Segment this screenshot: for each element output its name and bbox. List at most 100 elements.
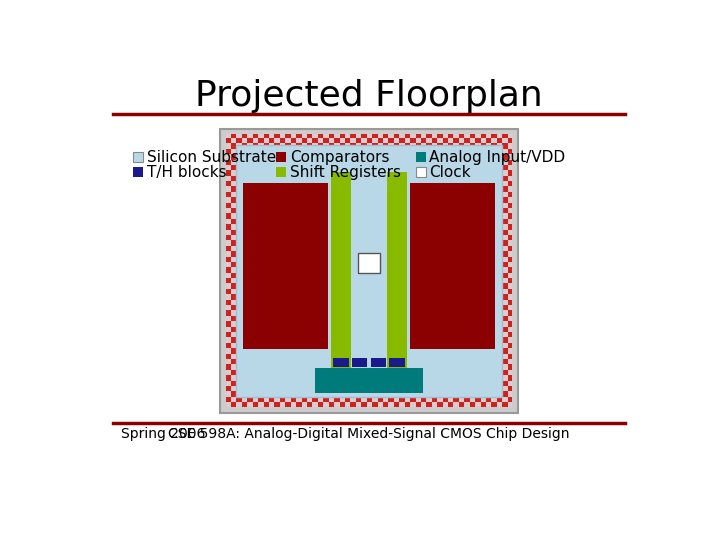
Bar bbox=[361, 332, 366, 338]
Bar bbox=[366, 262, 372, 267]
Bar bbox=[377, 294, 383, 300]
Bar bbox=[242, 321, 248, 327]
Bar bbox=[280, 197, 285, 202]
Bar bbox=[503, 159, 508, 165]
Bar bbox=[361, 213, 366, 219]
Bar bbox=[421, 348, 426, 354]
Bar bbox=[508, 262, 513, 267]
Bar bbox=[312, 208, 318, 213]
Bar bbox=[264, 138, 269, 143]
Bar bbox=[394, 181, 399, 186]
Bar bbox=[296, 343, 302, 348]
Bar bbox=[481, 364, 486, 370]
Bar bbox=[296, 159, 302, 165]
Bar bbox=[280, 370, 285, 375]
Bar bbox=[269, 262, 274, 267]
Bar bbox=[307, 148, 312, 154]
Bar bbox=[274, 181, 280, 186]
Bar bbox=[285, 343, 291, 348]
Bar bbox=[377, 134, 383, 138]
Bar bbox=[356, 230, 361, 235]
Bar bbox=[318, 397, 323, 402]
Bar bbox=[415, 148, 421, 154]
Bar bbox=[388, 240, 394, 246]
Bar bbox=[383, 343, 388, 348]
Bar bbox=[248, 273, 253, 278]
Bar bbox=[296, 332, 302, 338]
Bar bbox=[399, 284, 405, 289]
Bar bbox=[312, 327, 318, 332]
Bar bbox=[432, 176, 437, 181]
Bar bbox=[345, 305, 351, 310]
Bar bbox=[361, 148, 366, 154]
Bar bbox=[497, 370, 503, 375]
Bar bbox=[253, 181, 258, 186]
Bar bbox=[242, 159, 248, 165]
Bar bbox=[253, 170, 258, 176]
Bar bbox=[454, 284, 459, 289]
Bar bbox=[351, 300, 356, 305]
Bar bbox=[269, 370, 274, 375]
Bar bbox=[486, 154, 492, 159]
Bar bbox=[231, 354, 236, 359]
Bar bbox=[345, 230, 351, 235]
Bar bbox=[448, 202, 454, 208]
Bar bbox=[340, 181, 345, 186]
Bar bbox=[377, 197, 383, 202]
Bar bbox=[264, 386, 269, 391]
Bar bbox=[399, 359, 405, 364]
Bar bbox=[372, 202, 377, 208]
Bar bbox=[225, 240, 231, 246]
Bar bbox=[421, 176, 426, 181]
Bar bbox=[415, 289, 421, 294]
Bar bbox=[497, 251, 503, 256]
Bar bbox=[258, 370, 264, 375]
Bar bbox=[253, 278, 258, 284]
Bar bbox=[448, 310, 454, 316]
Bar bbox=[318, 310, 323, 316]
Bar bbox=[225, 176, 231, 181]
Bar bbox=[258, 338, 264, 343]
Bar bbox=[331, 172, 351, 368]
Bar bbox=[399, 230, 405, 235]
Bar bbox=[296, 310, 302, 316]
Bar bbox=[285, 289, 291, 294]
Bar bbox=[426, 159, 432, 165]
Bar bbox=[503, 246, 508, 251]
Bar bbox=[508, 348, 513, 354]
Bar bbox=[236, 197, 242, 202]
Bar bbox=[481, 159, 486, 165]
Bar bbox=[486, 230, 492, 235]
Bar bbox=[231, 310, 236, 316]
Bar bbox=[361, 300, 366, 305]
Bar bbox=[269, 392, 274, 397]
Bar bbox=[503, 375, 508, 381]
Bar bbox=[410, 240, 415, 246]
Bar bbox=[323, 262, 329, 267]
Bar bbox=[437, 138, 443, 143]
Bar bbox=[323, 305, 329, 310]
Bar bbox=[302, 154, 307, 159]
Bar bbox=[421, 197, 426, 202]
Bar bbox=[334, 230, 340, 235]
Bar bbox=[285, 235, 291, 240]
Bar bbox=[372, 246, 377, 251]
Bar bbox=[264, 224, 269, 230]
Bar bbox=[437, 181, 443, 186]
Bar bbox=[415, 159, 421, 165]
Bar bbox=[443, 208, 448, 213]
Bar bbox=[276, 167, 286, 177]
Bar bbox=[437, 300, 443, 305]
Bar bbox=[497, 262, 503, 267]
Bar bbox=[351, 321, 356, 327]
Bar bbox=[464, 294, 469, 300]
Bar bbox=[508, 176, 513, 181]
Bar bbox=[410, 359, 415, 364]
Bar bbox=[248, 134, 253, 138]
Bar bbox=[340, 246, 345, 251]
Bar bbox=[318, 256, 323, 262]
Bar bbox=[410, 327, 415, 332]
Bar bbox=[410, 197, 415, 202]
Bar bbox=[497, 176, 503, 181]
Bar bbox=[383, 375, 388, 381]
